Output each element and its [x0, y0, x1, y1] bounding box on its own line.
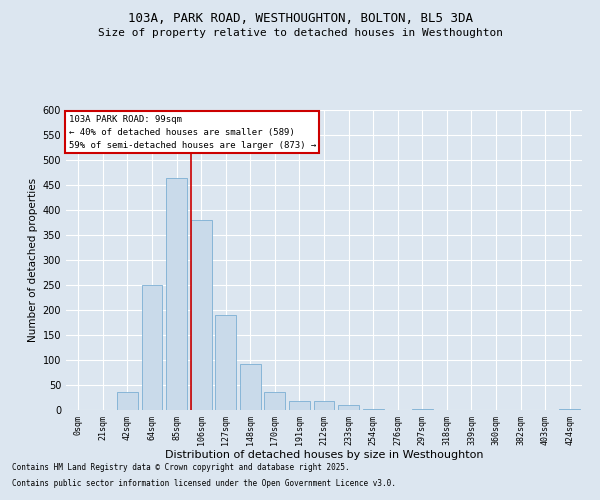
Bar [117, 392, 138, 410]
Bar [559, 409, 580, 410]
Text: Contains public sector information licensed under the Open Government Licence v3: Contains public sector information licen… [12, 478, 396, 488]
Bar [314, 401, 334, 410]
Bar [265, 392, 286, 410]
Bar [412, 409, 433, 410]
Text: Size of property relative to detached houses in Westhoughton: Size of property relative to detached ho… [97, 28, 503, 38]
Bar [215, 315, 236, 410]
Text: 103A PARK ROAD: 99sqm
← 40% of detached houses are smaller (589)
59% of semi-det: 103A PARK ROAD: 99sqm ← 40% of detached … [68, 114, 316, 150]
Bar [191, 220, 212, 410]
Bar [142, 285, 163, 410]
Y-axis label: Number of detached properties: Number of detached properties [28, 178, 38, 342]
Bar [338, 405, 359, 410]
Bar [166, 178, 187, 410]
X-axis label: Distribution of detached houses by size in Westhoughton: Distribution of detached houses by size … [165, 450, 483, 460]
Bar [240, 364, 261, 410]
Text: 103A, PARK ROAD, WESTHOUGHTON, BOLTON, BL5 3DA: 103A, PARK ROAD, WESTHOUGHTON, BOLTON, B… [128, 12, 473, 26]
Bar [362, 408, 383, 410]
Bar [289, 401, 310, 410]
Text: Contains HM Land Registry data © Crown copyright and database right 2025.: Contains HM Land Registry data © Crown c… [12, 464, 350, 472]
